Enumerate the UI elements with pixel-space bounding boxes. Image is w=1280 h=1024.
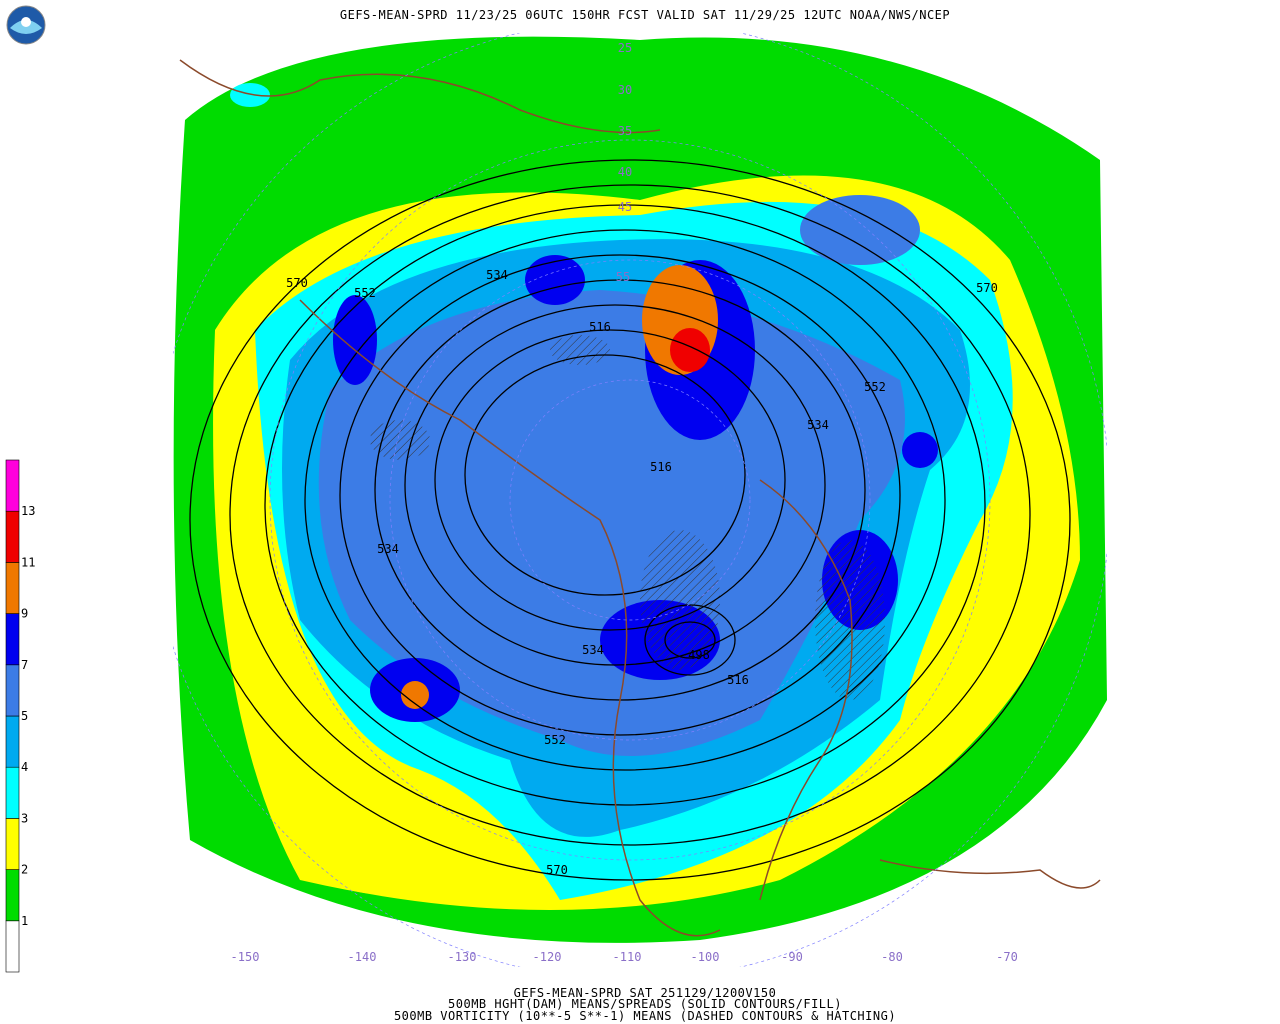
legend-swatch xyxy=(5,459,20,512)
contour-label: 534 xyxy=(486,268,508,282)
latitude-label: 25 xyxy=(618,41,632,55)
footer-line: GEFS-MEAN-SPRD SAT 251129/1200V150 xyxy=(514,986,777,1000)
legend-label: 4 xyxy=(21,760,28,774)
legend-label: 5 xyxy=(21,709,28,723)
legend-label: 9 xyxy=(21,607,28,621)
legend-label: 1 xyxy=(21,914,28,928)
contour-label: 570 xyxy=(976,281,998,295)
latitude-label: 55 xyxy=(616,270,630,284)
legend-swatch xyxy=(5,510,20,563)
contour-label: 534 xyxy=(807,418,829,432)
footer-line: 500MB VORTICITY (10**-5 S**-1) MEANS (DA… xyxy=(394,1009,896,1023)
contour-label: 534 xyxy=(582,643,604,657)
contour-label: 516 xyxy=(650,460,672,474)
longitude-label: -110 xyxy=(613,950,642,964)
legend-swatch xyxy=(5,869,20,922)
legend-label: 2 xyxy=(21,863,28,877)
latitude-label: 45 xyxy=(618,200,632,214)
contour-label: 534 xyxy=(377,542,399,556)
contour-label: 552 xyxy=(544,733,566,747)
longitude-label: -150 xyxy=(231,950,260,964)
title: GEFS-MEAN-SPRD 11/23/25 06UTC 150HR FCST… xyxy=(340,8,950,22)
contour-label: 516 xyxy=(727,673,749,687)
contour-label: 552 xyxy=(354,286,376,300)
longitude-label: -80 xyxy=(881,950,903,964)
longitude-label: -70 xyxy=(996,950,1018,964)
longitude-label: -120 xyxy=(533,950,562,964)
legend: 1 2 3 4 5 7 9 11 13 xyxy=(5,459,35,973)
latitude-label: 35 xyxy=(618,124,632,138)
contour-label: 552 xyxy=(864,380,886,394)
longitude-label: -130 xyxy=(448,950,477,964)
legend-label: 11 xyxy=(21,555,35,569)
legend-swatch xyxy=(5,920,20,973)
footer-line: 500MB HGHT(DAM) MEANS/SPREADS (SOLID CON… xyxy=(448,997,842,1011)
legend-swatch xyxy=(5,664,20,717)
longitude-label: -140 xyxy=(348,950,377,964)
legend-swatch xyxy=(5,766,20,819)
longitude-label: -100 xyxy=(691,950,720,964)
legend-swatch xyxy=(5,613,20,666)
contour-label: 570 xyxy=(546,863,568,877)
contour-label: 570 xyxy=(286,276,308,290)
latitude-label: 30 xyxy=(618,83,632,97)
legend-swatch xyxy=(5,715,20,768)
contour-label: 516 xyxy=(589,320,611,334)
latitude-label: 40 xyxy=(618,165,632,179)
legend-label: 3 xyxy=(21,811,28,825)
legend-swatch xyxy=(5,562,20,614)
map-area xyxy=(173,33,1107,967)
legend-swatch xyxy=(5,818,20,870)
contour-label: 498 xyxy=(688,648,710,662)
legend-label: 7 xyxy=(21,658,28,672)
longitude-label: -90 xyxy=(781,950,803,964)
noaa-logo xyxy=(6,5,46,45)
legend-label: 13 xyxy=(21,504,35,518)
